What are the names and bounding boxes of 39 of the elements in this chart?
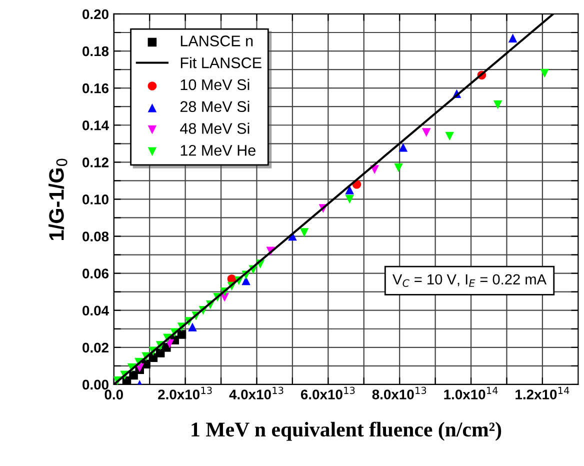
point	[422, 128, 431, 137]
point	[445, 132, 454, 141]
point	[540, 68, 549, 78]
y-tick-label: 0.08	[82, 232, 109, 242]
x-tick-label: 2.0x10$^{13}$	[158, 386, 212, 400]
legend-label: Fit LANSCE	[180, 57, 262, 68]
x-tick-label: 1.0x10$^{14}$	[444, 386, 498, 400]
point	[345, 194, 354, 204]
point	[493, 100, 502, 110]
x-tick-label: 4.0x10$^{13}$	[229, 386, 284, 400]
point	[177, 330, 186, 339]
x-tick-label: 1.2x10$^{14}$	[516, 386, 570, 400]
point	[300, 228, 309, 237]
point	[508, 34, 518, 42]
y-tick-label: 0.14	[82, 120, 109, 130]
x-tick-label: 8.0x10$^{13}$	[372, 386, 426, 400]
legend-label: 12 MeV He	[180, 144, 256, 156]
legend-label: LANSCE n	[180, 36, 253, 46]
y-tick-label: 0.10	[82, 194, 108, 204]
annotation: V$_{C}$ = 10 V, I$_{E}$ = 0.22 mA	[392, 274, 547, 287]
y-tick-label: 0.16	[82, 83, 109, 94]
legend-label: 10 MeV Si	[180, 78, 250, 90]
y-tick-label: 0.00	[82, 380, 108, 390]
y-tick-label: 0.12	[82, 158, 108, 168]
x-tick-label: 6.0x10$^{13}$	[300, 386, 355, 400]
point	[398, 142, 408, 152]
point	[345, 186, 354, 194]
y-tick-label: 0.06	[82, 268, 109, 278]
y-tick-label: 0.04	[82, 306, 109, 316]
y-axis-title: 1/G-1/G$_{0}$	[48, 158, 68, 240]
point	[394, 163, 403, 172]
legend-label: 48 MeV Si	[180, 122, 250, 134]
y-tick-label: 0.18	[82, 46, 109, 56]
x-tick-label: 0.0	[104, 390, 123, 400]
x-axis-title: 1 MeV n equivalent fluence (n/cm²)	[192, 422, 502, 441]
y-tick-label: 0.02	[82, 342, 108, 353]
legend-label: 28 MeV Si	[180, 100, 250, 112]
y-tick-label: 0.20	[82, 9, 108, 20]
point	[188, 322, 197, 332]
